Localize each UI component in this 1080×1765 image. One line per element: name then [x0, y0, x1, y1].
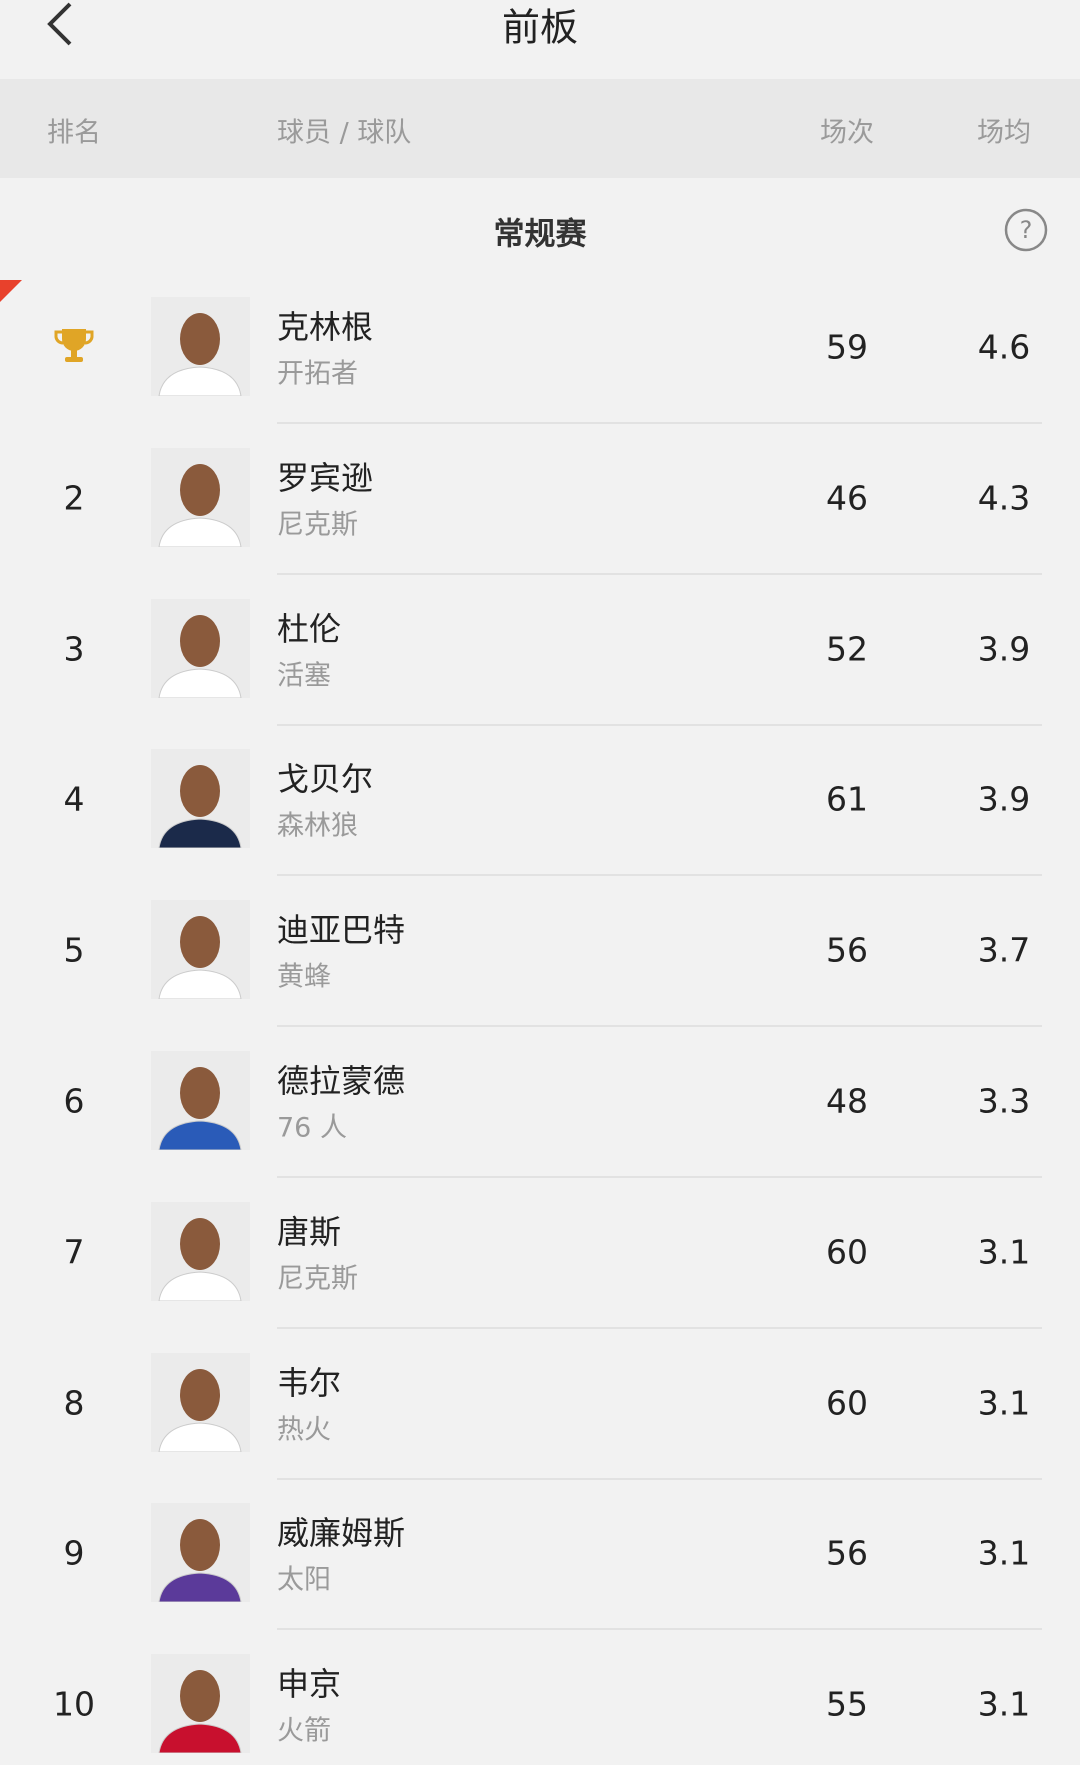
player-name: 申京 [277, 1665, 342, 1704]
team-name: 76 人 [277, 1112, 347, 1144]
games: 52 [826, 629, 868, 669]
row-divider [277, 723, 1042, 726]
rank: 4 [63, 779, 85, 819]
average: 3.9 [977, 629, 1031, 669]
rank: 3 [63, 629, 85, 669]
row-divider [277, 572, 1042, 575]
player-avatar [151, 1051, 250, 1150]
player-name: 韦尔 [277, 1363, 342, 1402]
section-title: 常规赛 [493, 216, 587, 253]
trophy-icon [52, 323, 96, 371]
rank: 7 [63, 1232, 85, 1272]
row-divider [277, 1025, 1042, 1028]
player-avatar [151, 900, 250, 1000]
team-name: 火箭 [277, 1715, 331, 1747]
player-name: 罗宾逊 [277, 458, 374, 497]
team-name: 热火 [277, 1414, 331, 1446]
team-name: 尼克斯 [277, 1263, 358, 1295]
team-name: 太阳 [277, 1564, 331, 1596]
games: 46 [826, 478, 868, 518]
player-name: 迪亚巴特 [277, 911, 406, 950]
average: 3.1 [977, 1383, 1031, 1423]
average: 3.9 [977, 779, 1031, 819]
team-name: 黄蜂 [277, 961, 331, 993]
player-avatar [151, 447, 250, 547]
average: 4.6 [977, 327, 1031, 367]
player-avatar [151, 1201, 250, 1301]
row-divider [277, 422, 1042, 424]
player-name: 唐斯 [277, 1212, 342, 1251]
average: 3.3 [977, 1081, 1031, 1121]
average: 3.1 [977, 1232, 1031, 1272]
games: 48 [826, 1081, 868, 1121]
rank: 2 [63, 478, 85, 518]
column-label: 场均 [977, 117, 1031, 149]
back-button[interactable] [40, 0, 80, 50]
team-name: 尼克斯 [277, 509, 358, 541]
team-name: 活塞 [277, 660, 331, 692]
average: 4.3 [977, 478, 1031, 518]
nav-bar: 前板 [0, 0, 1080, 79]
page-title: 前板 [501, 5, 579, 50]
player-avatar [151, 749, 250, 849]
row-divider [277, 1477, 1042, 1480]
average: 3.1 [977, 1533, 1031, 1573]
games: 56 [826, 930, 868, 970]
rank: 5 [63, 930, 85, 970]
rank: 6 [63, 1081, 85, 1121]
player-avatar [151, 1503, 250, 1603]
player-avatar [151, 1352, 250, 1452]
row-divider [277, 1628, 1042, 1631]
player-name: 杜伦 [277, 609, 342, 648]
player-avatar [151, 297, 250, 396]
column-label: 排名 [47, 117, 101, 149]
help-icon[interactable]: ? [1003, 207, 1049, 253]
games: 56 [826, 1533, 868, 1573]
player-avatar [151, 598, 250, 698]
games: 60 [826, 1232, 868, 1272]
games: 61 [826, 779, 868, 819]
player-name: 德拉蒙德 [277, 1062, 406, 1100]
rank: 10 [53, 1684, 95, 1724]
corner-marker [0, 280, 22, 302]
player-name: 威廉姆斯 [277, 1514, 406, 1553]
games: 59 [826, 327, 868, 367]
player-name: 戈贝尔 [277, 760, 374, 799]
average: 3.1 [977, 1684, 1031, 1724]
games: 60 [826, 1383, 868, 1423]
column-label: 球员 / 球队 [277, 117, 412, 149]
games: 55 [826, 1684, 868, 1724]
team-name: 森林狼 [277, 810, 358, 842]
row-divider [277, 1176, 1042, 1178]
team-name: 开拓者 [277, 358, 358, 390]
player-name: 克林根 [277, 308, 374, 346]
rank: 8 [63, 1383, 85, 1423]
row-divider [277, 874, 1042, 877]
player-avatar [151, 1654, 250, 1754]
average: 3.7 [977, 930, 1031, 970]
column-label: 场次 [820, 117, 874, 149]
row-divider [277, 1326, 1042, 1329]
column-header [0, 79, 1080, 178]
rank: 9 [63, 1533, 85, 1573]
svg-text:?: ? [1020, 216, 1033, 244]
